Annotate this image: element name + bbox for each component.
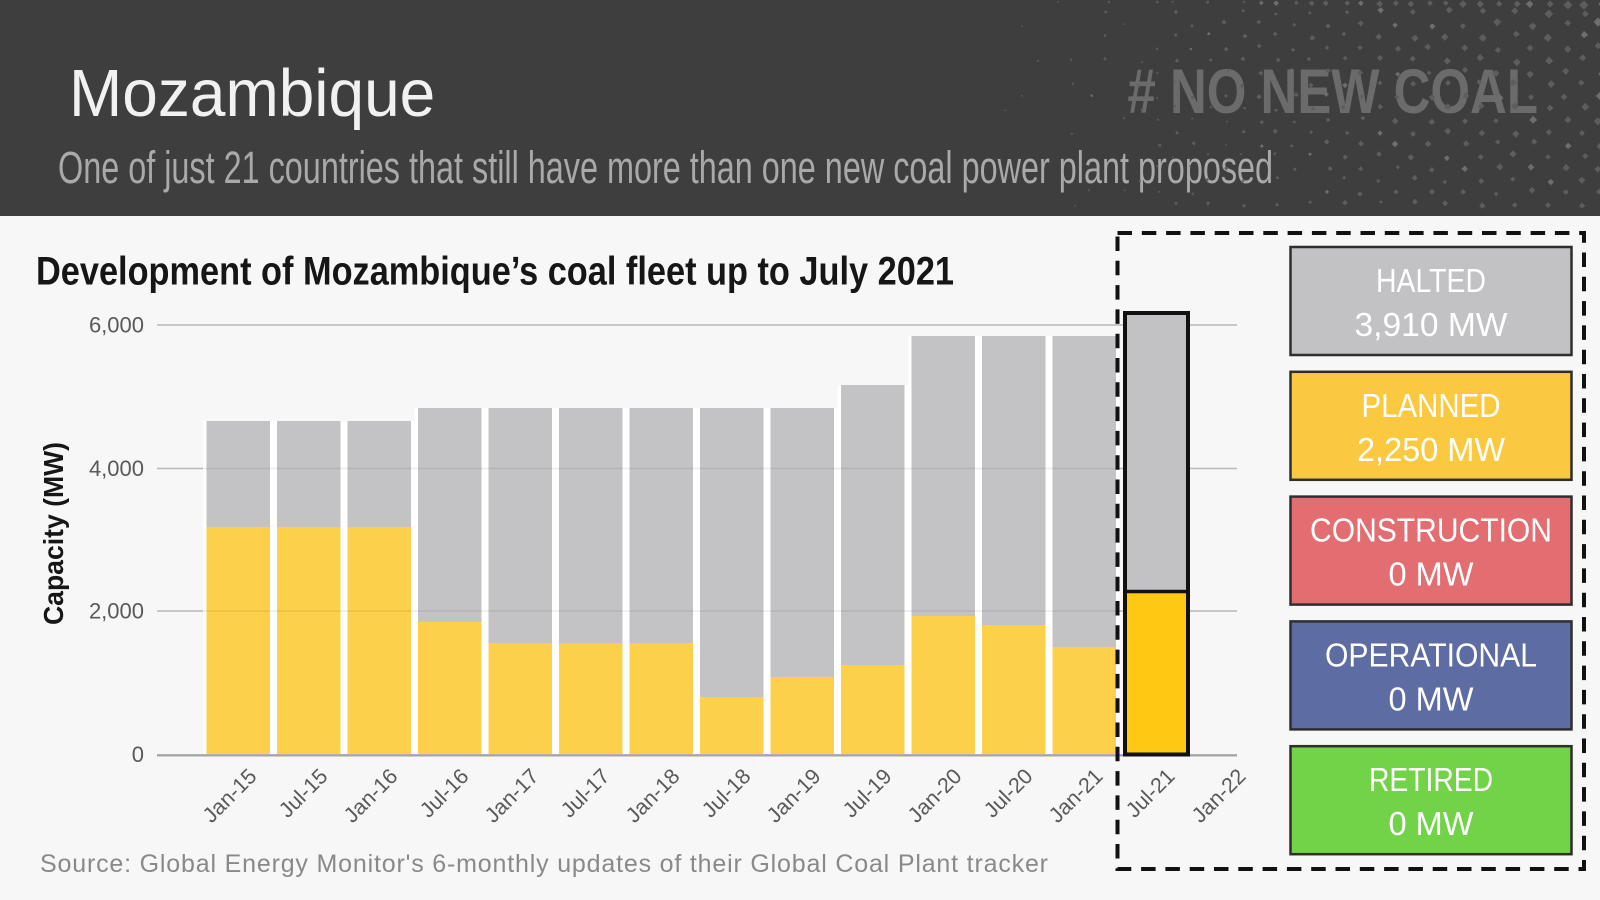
svg-text:0: 0 — [132, 742, 144, 767]
svg-text:2,250 MW: 2,250 MW — [1357, 431, 1506, 468]
svg-text:Capacity (MW): Capacity (MW) — [38, 442, 69, 625]
svg-text:# NO NEW COAL: # NO NEW COAL — [1127, 57, 1538, 127]
svg-text:PLANNED: PLANNED — [1362, 387, 1501, 424]
svg-text:6,000: 6,000 — [89, 313, 144, 338]
svg-text:0 MW: 0 MW — [1389, 556, 1475, 593]
svg-text:RETIRED: RETIRED — [1369, 761, 1493, 798]
svg-text:Source: Global Energy Monitor': Source: Global Energy Monitor's 6-monthl… — [40, 850, 1048, 878]
svg-text:Development of Mozambique’s co: Development of Mozambique’s coal fleet u… — [36, 250, 954, 294]
svg-text:4,000: 4,000 — [89, 456, 144, 481]
svg-text:HALTED: HALTED — [1376, 262, 1486, 299]
svg-text:One of just 21 countries that: One of just 21 countries that still have… — [58, 144, 1273, 193]
svg-text:2,000: 2,000 — [89, 599, 144, 624]
svg-text:3,910 MW: 3,910 MW — [1355, 306, 1509, 343]
svg-text:CONSTRUCTION: CONSTRUCTION — [1310, 512, 1552, 549]
svg-text:0 MW: 0 MW — [1389, 680, 1475, 717]
svg-text:Mozambique: Mozambique — [69, 56, 435, 131]
svg-text:OPERATIONAL: OPERATIONAL — [1325, 636, 1537, 673]
svg-text:0 MW: 0 MW — [1389, 805, 1475, 842]
